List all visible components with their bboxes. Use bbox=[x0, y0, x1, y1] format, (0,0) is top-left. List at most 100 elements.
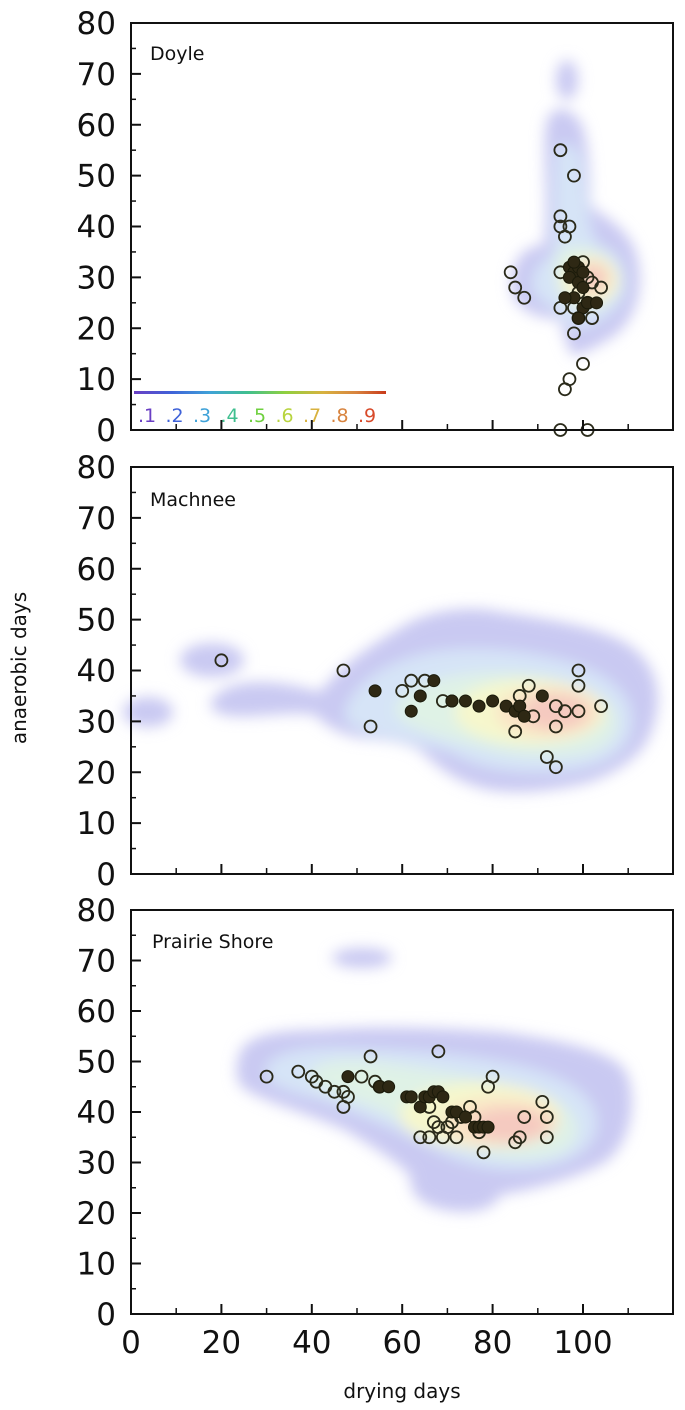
y-tick-label: 10 bbox=[77, 362, 116, 398]
open-point bbox=[517, 1110, 532, 1124]
open-point bbox=[214, 653, 229, 668]
open-point bbox=[539, 1110, 554, 1124]
filled-point bbox=[404, 704, 418, 718]
open-point bbox=[548, 760, 563, 775]
y-tick-label: 40 bbox=[77, 1095, 116, 1131]
open-point bbox=[571, 678, 586, 693]
filled-point bbox=[472, 699, 486, 713]
open-point bbox=[553, 209, 568, 224]
y-tick-label: 30 bbox=[77, 704, 116, 740]
axes: 0102030405060708001020304050607080010203… bbox=[77, 6, 629, 1361]
colorbar-label: .8 bbox=[331, 405, 349, 427]
filled-point bbox=[436, 1090, 450, 1104]
density-core bbox=[472, 1109, 548, 1141]
y-tick-label: 0 bbox=[96, 413, 116, 449]
open-point bbox=[336, 1100, 351, 1114]
open-point bbox=[259, 1069, 274, 1084]
open-point bbox=[508, 280, 523, 295]
filled-point bbox=[486, 694, 500, 708]
colorbar-label: .4 bbox=[221, 405, 239, 427]
open-point bbox=[422, 1130, 437, 1145]
panel-machnee: Machnee bbox=[123, 466, 674, 875]
filled-point bbox=[368, 684, 382, 698]
filled-point bbox=[458, 694, 472, 708]
open-point bbox=[476, 1145, 491, 1160]
open-point bbox=[413, 1130, 428, 1145]
points-doyle bbox=[503, 143, 608, 437]
open-point bbox=[548, 719, 563, 734]
open-point bbox=[571, 663, 586, 678]
y-tick-label: 80 bbox=[77, 6, 116, 42]
density-prairie-shore bbox=[236, 948, 632, 1212]
colorbar-strip bbox=[134, 391, 386, 394]
filled-point bbox=[558, 291, 572, 305]
filled-point bbox=[517, 709, 531, 723]
colorbar-legend: .1 .2 .3 .4 .5 .6 .7 .8 .9 bbox=[134, 391, 386, 427]
filled-point bbox=[481, 1120, 495, 1134]
y-tick-label: 40 bbox=[77, 210, 116, 246]
y-tick-label: 10 bbox=[77, 1247, 116, 1283]
open-point bbox=[553, 143, 568, 158]
colorbar-label: .3 bbox=[193, 405, 211, 427]
filled-point bbox=[458, 1110, 472, 1124]
open-point bbox=[521, 678, 536, 693]
filled-point bbox=[535, 689, 549, 703]
y-tick-label: 50 bbox=[77, 603, 116, 639]
y-tick-label: 20 bbox=[77, 755, 116, 791]
colorbar-label: .7 bbox=[303, 405, 321, 427]
x-tick-label: 20 bbox=[202, 1325, 241, 1361]
open-point bbox=[431, 1044, 446, 1059]
y-tick-label: 60 bbox=[77, 994, 116, 1030]
open-point bbox=[503, 265, 518, 280]
y-tick-label: 40 bbox=[77, 654, 116, 690]
open-point bbox=[539, 750, 554, 764]
filled-point bbox=[571, 311, 585, 325]
open-point bbox=[395, 683, 410, 698]
density-machnee bbox=[123, 608, 658, 793]
filled-point bbox=[576, 281, 590, 295]
open-point bbox=[558, 229, 572, 244]
points-prairie-shore bbox=[259, 1044, 554, 1160]
y-tick-label: 30 bbox=[77, 260, 116, 296]
x-tick-label: 80 bbox=[473, 1325, 512, 1361]
y-tick-label: 50 bbox=[77, 159, 116, 195]
y-tick-label: 10 bbox=[77, 806, 116, 842]
filled-point bbox=[382, 1080, 396, 1094]
y-tick-label: 80 bbox=[77, 893, 116, 929]
open-point bbox=[594, 280, 608, 295]
open-point bbox=[517, 290, 532, 305]
colorbar-label: .2 bbox=[166, 405, 184, 427]
filled-point bbox=[427, 674, 441, 688]
open-point bbox=[291, 1064, 306, 1079]
colorbar-labels: .1 .2 .3 .4 .5 .6 .7 .8 .9 bbox=[138, 405, 376, 427]
y-tick-label: 0 bbox=[96, 857, 116, 893]
points-machnee bbox=[214, 653, 608, 775]
x-tick-label: 0 bbox=[121, 1325, 141, 1361]
density-outer bbox=[332, 948, 392, 968]
x-tick-label: 60 bbox=[382, 1325, 421, 1361]
open-point bbox=[508, 724, 523, 739]
panel-doyle: Doyle .1 .2 .3 .4 .5 .6 .7 .8 .9 bbox=[130, 22, 674, 437]
colorbar-label: .6 bbox=[276, 405, 294, 427]
y-tick-label: 50 bbox=[77, 1045, 116, 1081]
panel-title-machnee: Machnee bbox=[150, 489, 236, 511]
filled-point bbox=[590, 296, 604, 310]
y-tick-label: 70 bbox=[77, 501, 116, 537]
open-point bbox=[363, 719, 378, 734]
filled-point bbox=[576, 265, 590, 279]
colorbar-label: .1 bbox=[138, 405, 156, 427]
open-point bbox=[449, 1130, 464, 1145]
open-point bbox=[594, 699, 608, 714]
y-tick-label: 30 bbox=[77, 1146, 116, 1182]
filled-point bbox=[341, 1070, 355, 1084]
open-point bbox=[567, 168, 581, 183]
open-point bbox=[539, 1130, 554, 1145]
open-point bbox=[354, 1069, 369, 1084]
open-point bbox=[567, 326, 581, 341]
y-tick-label: 80 bbox=[77, 450, 116, 486]
x-tick-label: 40 bbox=[292, 1325, 331, 1361]
open-point bbox=[558, 704, 572, 719]
y-tick-label: 20 bbox=[77, 1196, 116, 1232]
density-outer bbox=[123, 697, 173, 727]
